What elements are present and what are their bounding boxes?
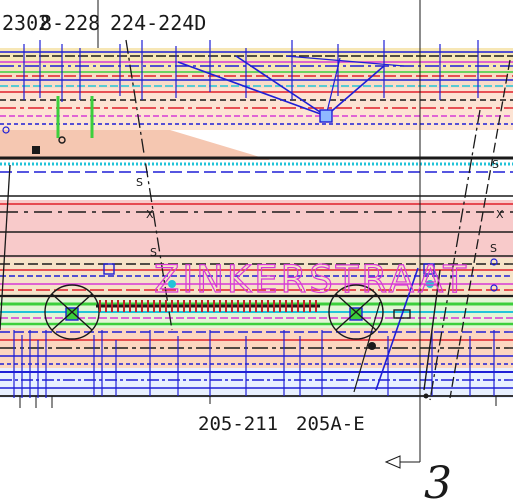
sheet-reference-number: 3 xyxy=(424,458,452,502)
marker-x: X xyxy=(146,208,154,221)
diagonal-lines xyxy=(0,39,511,401)
green-posts xyxy=(56,96,94,138)
marker-x: X xyxy=(496,208,504,221)
address-label-224: 224-224D xyxy=(110,11,206,35)
top-labels: 2302 8-228 224-224D xyxy=(2,11,206,35)
address-label-205a-e: 205A-E xyxy=(296,413,365,435)
parcel-ticks xyxy=(19,396,497,408)
marker-s: S xyxy=(150,246,157,259)
leader-arrow-icon xyxy=(384,455,401,469)
line-markers: S X S S X S xyxy=(136,158,504,259)
manholes xyxy=(65,109,435,321)
background-bands xyxy=(0,48,513,398)
fixtures xyxy=(2,126,498,399)
bottom-labels: 205-211 205A-E xyxy=(198,413,365,435)
top-utility-lines xyxy=(0,51,513,257)
marker-s: S xyxy=(136,176,143,189)
address-label-2302: 2302 xyxy=(2,11,50,35)
street-name-label: ZINKERSTRAAT xyxy=(154,258,469,301)
address-label-228: 8-228 xyxy=(40,11,100,35)
marker-s: S xyxy=(492,158,499,171)
address-label-205-211: 205-211 xyxy=(198,413,278,435)
section-line xyxy=(97,0,421,463)
marker-s: S xyxy=(490,242,497,255)
service-connections xyxy=(13,40,495,398)
cable-hatch-ticks xyxy=(99,300,317,312)
